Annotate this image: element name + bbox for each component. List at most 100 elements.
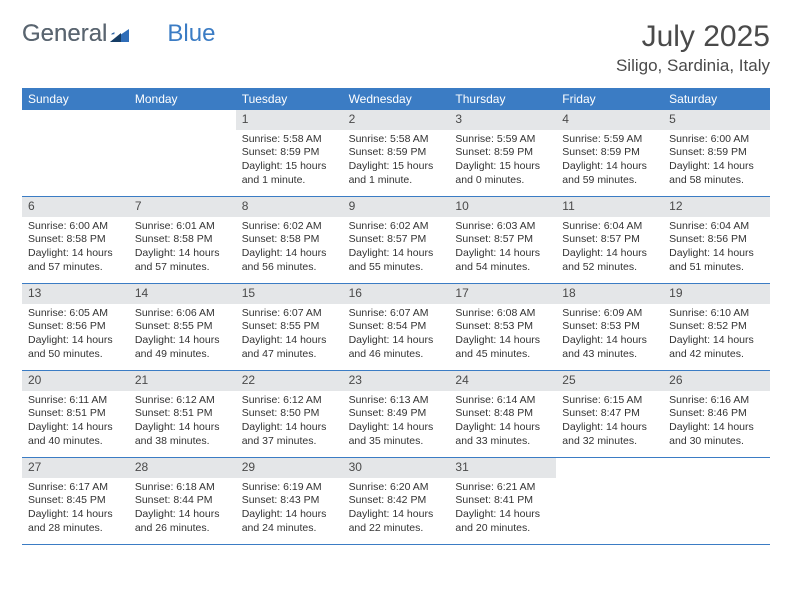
cell-line: Sunset: 8:58 PM — [135, 233, 230, 247]
day-number: 7 — [129, 197, 236, 217]
day-number — [663, 458, 770, 478]
day-number: 17 — [449, 284, 556, 304]
cell-body — [22, 130, 129, 137]
cell-body: Sunrise: 5:58 AMSunset: 8:59 PMDaylight:… — [343, 130, 450, 192]
cell-line: Sunrise: 6:11 AM — [28, 394, 123, 408]
cell-line: Daylight: 14 hours — [242, 334, 337, 348]
day-header: Saturday — [663, 88, 770, 110]
cell-line: Sunrise: 6:21 AM — [455, 481, 550, 495]
cell-line: Daylight: 14 hours — [28, 421, 123, 435]
cell-line: and 32 minutes. — [562, 435, 657, 449]
calendar-cell: 3Sunrise: 5:59 AMSunset: 8:59 PMDaylight… — [449, 110, 556, 196]
week-row: 6Sunrise: 6:00 AMSunset: 8:58 PMDaylight… — [22, 197, 770, 284]
cell-line: Sunset: 8:59 PM — [349, 146, 444, 160]
cell-line: and 33 minutes. — [455, 435, 550, 449]
calendar-cell: 20Sunrise: 6:11 AMSunset: 8:51 PMDayligh… — [22, 371, 129, 457]
cell-line: Sunrise: 6:05 AM — [28, 307, 123, 321]
day-number: 30 — [343, 458, 450, 478]
day-number — [556, 458, 663, 478]
day-header: Friday — [556, 88, 663, 110]
calendar: SundayMondayTuesdayWednesdayThursdayFrid… — [22, 88, 770, 545]
cell-line: Sunset: 8:44 PM — [135, 494, 230, 508]
calendar-cell: 11Sunrise: 6:04 AMSunset: 8:57 PMDayligh… — [556, 197, 663, 283]
calendar-cell — [22, 110, 129, 196]
day-number: 4 — [556, 110, 663, 130]
calendar-cell: 28Sunrise: 6:18 AMSunset: 8:44 PMDayligh… — [129, 458, 236, 544]
cell-line: Sunrise: 5:58 AM — [349, 133, 444, 147]
cell-line: Sunset: 8:51 PM — [135, 407, 230, 421]
cell-line: and 59 minutes. — [562, 174, 657, 188]
day-number: 5 — [663, 110, 770, 130]
day-number: 2 — [343, 110, 450, 130]
cell-line: Sunset: 8:53 PM — [562, 320, 657, 334]
cell-line: Daylight: 14 hours — [455, 508, 550, 522]
calendar-cell: 23Sunrise: 6:13 AMSunset: 8:49 PMDayligh… — [343, 371, 450, 457]
cell-line: Daylight: 14 hours — [242, 247, 337, 261]
cell-line: Daylight: 14 hours — [562, 247, 657, 261]
cell-line: Daylight: 14 hours — [135, 247, 230, 261]
cell-line: Sunrise: 6:18 AM — [135, 481, 230, 495]
cell-line: and 24 minutes. — [242, 522, 337, 536]
location: Siligo, Sardinia, Italy — [616, 56, 770, 76]
week-row: 27Sunrise: 6:17 AMSunset: 8:45 PMDayligh… — [22, 458, 770, 545]
week-row: 20Sunrise: 6:11 AMSunset: 8:51 PMDayligh… — [22, 371, 770, 458]
cell-line: and 37 minutes. — [242, 435, 337, 449]
cell-line: Sunset: 8:58 PM — [242, 233, 337, 247]
cell-line: Sunrise: 6:02 AM — [242, 220, 337, 234]
cell-line: Sunrise: 6:15 AM — [562, 394, 657, 408]
cell-body: Sunrise: 6:04 AMSunset: 8:56 PMDaylight:… — [663, 217, 770, 279]
cell-line: Sunset: 8:52 PM — [669, 320, 764, 334]
cell-body: Sunrise: 6:17 AMSunset: 8:45 PMDaylight:… — [22, 478, 129, 540]
cell-body: Sunrise: 6:13 AMSunset: 8:49 PMDaylight:… — [343, 391, 450, 453]
calendar-cell: 7 Sunrise: 6:01 AMSunset: 8:58 PMDaylight… — [129, 197, 236, 283]
cell-line: Sunrise: 6:04 AM — [562, 220, 657, 234]
cell-line: and 1 minute. — [349, 174, 444, 188]
calendar-cell: 18Sunrise: 6:09 AMSunset: 8:53 PMDayligh… — [556, 284, 663, 370]
day-number: 20 — [22, 371, 129, 391]
calendar-cell: 24Sunrise: 6:14 AMSunset: 8:48 PMDayligh… — [449, 371, 556, 457]
cell-line: and 57 minutes. — [135, 261, 230, 275]
calendar-cell: 17Sunrise: 6:08 AMSunset: 8:53 PMDayligh… — [449, 284, 556, 370]
cell-line: Sunrise: 6:07 AM — [349, 307, 444, 321]
cell-line: Daylight: 14 hours — [349, 334, 444, 348]
logo-blue-text: Blue — [167, 20, 215, 48]
cell-line: Sunrise: 6:01 AM — [135, 220, 230, 234]
cell-body: Sunrise: 6:11 AMSunset: 8:51 PMDaylight:… — [22, 391, 129, 453]
cell-line: and 58 minutes. — [669, 174, 764, 188]
cell-line: Sunrise: 6:00 AM — [28, 220, 123, 234]
cell-line: Sunrise: 6:08 AM — [455, 307, 550, 321]
calendar-cell: 14Sunrise: 6:06 AMSunset: 8:55 PMDayligh… — [129, 284, 236, 370]
cell-body: Sunrise: 6:07 AMSunset: 8:54 PMDaylight:… — [343, 304, 450, 366]
cell-body: Sunrise: 6:07 AMSunset: 8:55 PMDaylight:… — [236, 304, 343, 366]
cell-line: Sunrise: 6:02 AM — [349, 220, 444, 234]
cell-line: and 56 minutes. — [242, 261, 337, 275]
cell-line: Sunrise: 6:04 AM — [669, 220, 764, 234]
day-number: 13 — [22, 284, 129, 304]
cell-line: Sunset: 8:57 PM — [349, 233, 444, 247]
cell-line: Sunset: 8:59 PM — [562, 146, 657, 160]
cell-line: Sunrise: 6:19 AM — [242, 481, 337, 495]
day-number: 14 — [129, 284, 236, 304]
cell-line: Daylight: 14 hours — [28, 334, 123, 348]
cell-body: Sunrise: 6:12 AMSunset: 8:51 PMDaylight:… — [129, 391, 236, 453]
calendar-cell: 2Sunrise: 5:58 AMSunset: 8:59 PMDaylight… — [343, 110, 450, 196]
day-number: 15 — [236, 284, 343, 304]
week-row: 13Sunrise: 6:05 AMSunset: 8:56 PMDayligh… — [22, 284, 770, 371]
day-number: 11 — [556, 197, 663, 217]
cell-line: and 35 minutes. — [349, 435, 444, 449]
cell-line: Sunrise: 5:59 AM — [455, 133, 550, 147]
cell-line: and 46 minutes. — [349, 348, 444, 362]
cell-line: Sunrise: 6:09 AM — [562, 307, 657, 321]
cell-body — [556, 478, 663, 485]
day-number: 27 — [22, 458, 129, 478]
day-number: 10 — [449, 197, 556, 217]
cell-line: Daylight: 14 hours — [242, 421, 337, 435]
cell-line: Daylight: 14 hours — [135, 508, 230, 522]
cell-line: Daylight: 14 hours — [349, 247, 444, 261]
cell-line: Sunrise: 6:10 AM — [669, 307, 764, 321]
calendar-cell: 21Sunrise: 6:12 AMSunset: 8:51 PMDayligh… — [129, 371, 236, 457]
day-header: Sunday — [22, 88, 129, 110]
cell-body: Sunrise: 6:02 AMSunset: 8:57 PMDaylight:… — [343, 217, 450, 279]
cell-line: Daylight: 14 hours — [669, 160, 764, 174]
calendar-cell — [129, 110, 236, 196]
